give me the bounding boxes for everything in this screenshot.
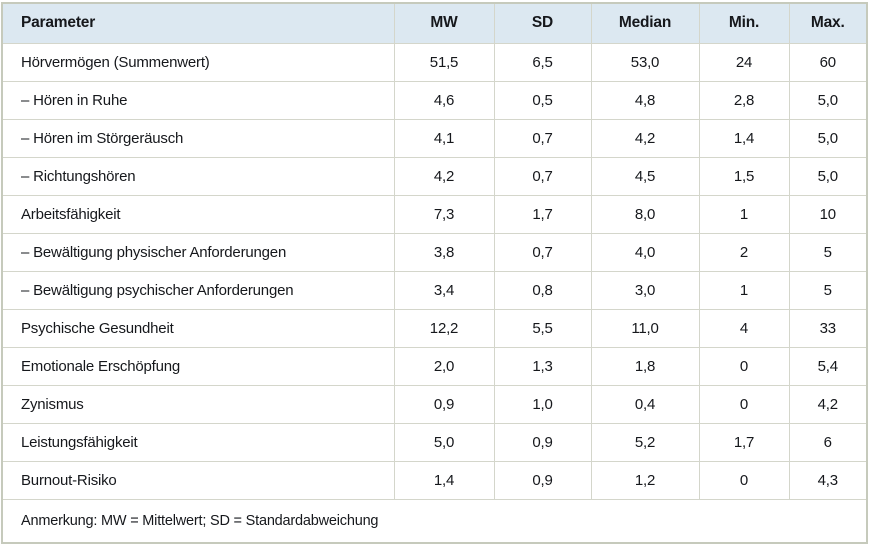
table-body: Hörvermögen (Summenwert) 51,5 6,5 53,0 2… (2, 42, 867, 499)
median-cell: 4,5 (590, 156, 699, 195)
min-cell: 24 (698, 42, 789, 81)
sd-cell: 0,5 (493, 80, 591, 119)
median-cell: 4,2 (590, 118, 699, 157)
max-cell: 6 (788, 422, 867, 461)
parameter-cell: Arbeitsfähigkeit (2, 194, 394, 233)
min-cell: 2 (698, 232, 789, 271)
note-row: Anmerkung: MW = Mittelwert; SD = Standar… (2, 498, 867, 543)
median-cell: 53,0 (590, 42, 699, 81)
parameter-cell: Burnout-Risiko (2, 460, 394, 499)
column-header-median: Median (590, 3, 699, 43)
table-row: – Hören in Ruhe 4,6 0,5 4,8 2,8 5,0 (2, 80, 867, 119)
median-cell: 4,0 (590, 232, 699, 271)
statistics-table-container: Parameter MW SD Median Min. Max. Hörverm… (1, 2, 868, 544)
mw-cell: 7,3 (393, 194, 494, 233)
sd-cell: 6,5 (493, 42, 591, 81)
table-row: – Bewältigung physischer Anforderungen 3… (2, 232, 867, 271)
table-row: Zynismus 0,9 1,0 0,4 0 4,2 (2, 384, 867, 423)
median-cell: 1,2 (590, 460, 699, 499)
parameter-cell: – Bewältigung psychischer Anforderungen (2, 270, 394, 309)
sd-cell: 0,7 (493, 118, 591, 157)
table-row: – Bewältigung psychischer Anforderungen … (2, 270, 867, 309)
median-cell: 1,8 (590, 346, 699, 385)
parameter-cell: – Bewältigung physischer Anforderungen (2, 232, 394, 271)
max-cell: 5 (788, 232, 867, 271)
mw-cell: 4,2 (393, 156, 494, 195)
parameter-cell: – Hören im Störgeräusch (2, 118, 394, 157)
max-cell: 4,3 (788, 460, 867, 499)
sd-cell: 0,9 (493, 460, 591, 499)
median-cell: 0,4 (590, 384, 699, 423)
column-header-max: Max. (788, 3, 867, 43)
table-row: Leistungsfähigkeit 5,0 0,9 5,2 1,7 6 (2, 422, 867, 461)
table-row: – Hören im Störgeräusch 4,1 0,7 4,2 1,4 … (2, 118, 867, 157)
min-cell: 0 (698, 346, 789, 385)
sd-cell: 0,7 (493, 156, 591, 195)
min-cell: 1,5 (698, 156, 789, 195)
table-row: Arbeitsfähigkeit 7,3 1,7 8,0 1 10 (2, 194, 867, 233)
median-cell: 4,8 (590, 80, 699, 119)
median-cell: 5,2 (590, 422, 699, 461)
table-footer: Anmerkung: MW = Mittelwert; SD = Standar… (2, 498, 867, 543)
sd-cell: 1,3 (493, 346, 591, 385)
mw-cell: 4,6 (393, 80, 494, 119)
min-cell: 1 (698, 270, 789, 309)
min-cell: 4 (698, 308, 789, 347)
table-row: Psychische Gesundheit 12,2 5,5 11,0 4 33 (2, 308, 867, 347)
parameter-cell: – Hören in Ruhe (2, 80, 394, 119)
max-cell: 5 (788, 270, 867, 309)
min-cell: 0 (698, 460, 789, 499)
table-header: Parameter MW SD Median Min. Max. (2, 3, 867, 43)
max-cell: 60 (788, 42, 867, 81)
min-cell: 1,7 (698, 422, 789, 461)
mw-cell: 5,0 (393, 422, 494, 461)
parameter-cell: Zynismus (2, 384, 394, 423)
sd-cell: 0,9 (493, 422, 591, 461)
sd-cell: 0,8 (493, 270, 591, 309)
max-cell: 33 (788, 308, 867, 347)
min-cell: 0 (698, 384, 789, 423)
parameter-cell: Hörvermögen (Summenwert) (2, 42, 394, 81)
max-cell: 5,0 (788, 156, 867, 195)
max-cell: 5,0 (788, 118, 867, 157)
max-cell: 10 (788, 194, 867, 233)
mw-cell: 4,1 (393, 118, 494, 157)
column-header-min: Min. (698, 3, 789, 43)
mw-cell: 3,8 (393, 232, 494, 271)
column-header-parameter: Parameter (2, 3, 394, 43)
parameter-cell: Emotionale Erschöpfung (2, 346, 394, 385)
min-cell: 1 (698, 194, 789, 233)
mw-cell: 3,4 (393, 270, 494, 309)
column-header-mw: MW (393, 3, 494, 43)
max-cell: 5,4 (788, 346, 867, 385)
sd-cell: 5,5 (493, 308, 591, 347)
sd-cell: 1,7 (493, 194, 591, 233)
table-row: – Richtungshören 4,2 0,7 4,5 1,5 5,0 (2, 156, 867, 195)
parameter-cell: Psychische Gesundheit (2, 308, 394, 347)
median-cell: 8,0 (590, 194, 699, 233)
mw-cell: 12,2 (393, 308, 494, 347)
median-cell: 11,0 (590, 308, 699, 347)
parameter-cell: Leistungsfähigkeit (2, 422, 394, 461)
sd-cell: 0,7 (493, 232, 591, 271)
table-row: Burnout-Risiko 1,4 0,9 1,2 0 4,3 (2, 460, 867, 499)
parameter-cell: – Richtungshören (2, 156, 394, 195)
header-row: Parameter MW SD Median Min. Max. (2, 3, 867, 43)
mw-cell: 2,0 (393, 346, 494, 385)
max-cell: 5,0 (788, 80, 867, 119)
table-row: Emotionale Erschöpfung 2,0 1,3 1,8 0 5,4 (2, 346, 867, 385)
table-note: Anmerkung: MW = Mittelwert; SD = Standar… (2, 498, 867, 543)
mw-cell: 1,4 (393, 460, 494, 499)
table-row: Hörvermögen (Summenwert) 51,5 6,5 53,0 2… (2, 42, 867, 81)
min-cell: 1,4 (698, 118, 789, 157)
mw-cell: 0,9 (393, 384, 494, 423)
min-cell: 2,8 (698, 80, 789, 119)
sd-cell: 1,0 (493, 384, 591, 423)
median-cell: 3,0 (590, 270, 699, 309)
max-cell: 4,2 (788, 384, 867, 423)
column-header-sd: SD (493, 3, 591, 43)
statistics-table: Parameter MW SD Median Min. Max. Hörverm… (1, 2, 868, 544)
mw-cell: 51,5 (393, 42, 494, 81)
